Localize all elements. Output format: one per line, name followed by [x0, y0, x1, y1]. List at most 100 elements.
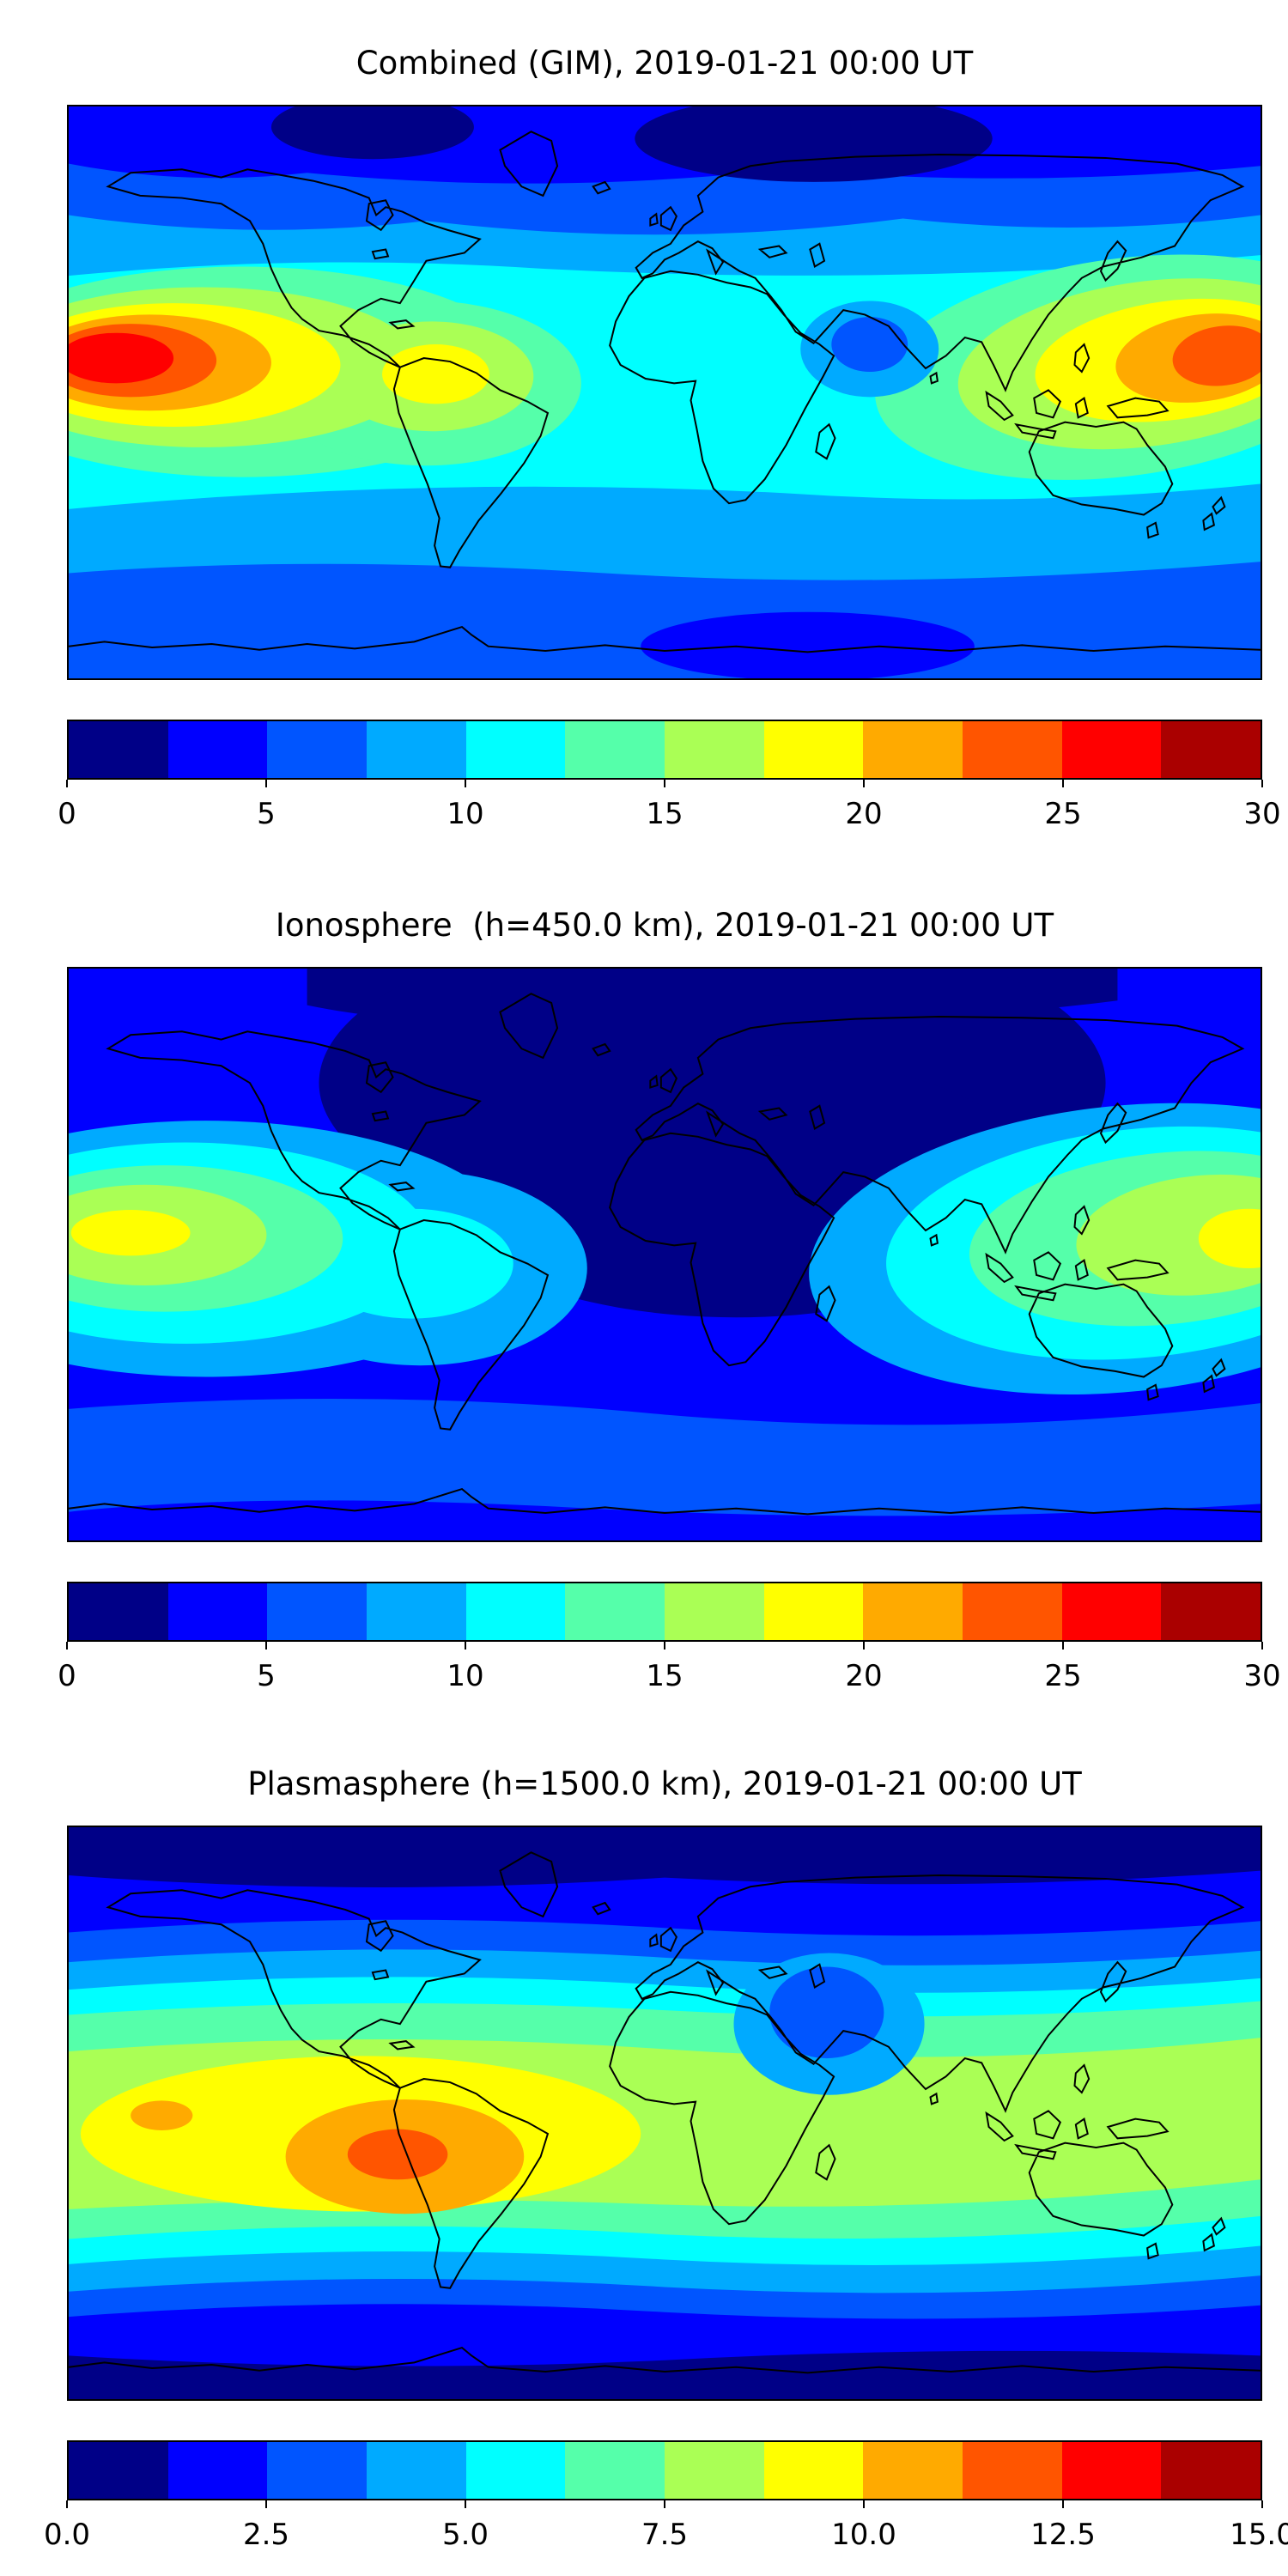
colorbar-tick-label: 0 — [58, 1659, 76, 1693]
contour-band — [641, 611, 975, 678]
colorbar-tick-mark — [1062, 2500, 1064, 2508]
colorbar-tick-mark — [66, 780, 68, 787]
colorbar-segment — [1061, 2442, 1162, 2499]
colorbar-segment — [1061, 1583, 1162, 1640]
colorbar-segment — [465, 2442, 566, 2499]
colorbar-tick-mark — [664, 780, 665, 787]
colorbar-tick-label: 2.5 — [242, 2518, 290, 2552]
colorbar-ionosphere — [67, 1582, 1262, 1642]
panel-plasmasphere: Plasmasphere (h=1500.0 km), 2019-01-21 0… — [44, 1762, 1288, 2557]
colorbar-segment — [963, 1583, 1062, 1640]
colorbar-tick-mark — [1261, 1642, 1263, 1649]
colorbar-combined — [67, 720, 1262, 780]
colorbar-ticks-combined: 0 5 10 15 20 25 30 — [58, 780, 1281, 836]
colorbar-segment — [465, 721, 566, 778]
colorbar-segment — [565, 721, 665, 778]
colorbar-tick-label: 0 — [58, 797, 76, 831]
contour-band — [69, 1398, 1261, 1516]
map-ionosphere — [67, 967, 1262, 1542]
colorbar-segment — [763, 2442, 864, 2499]
colorbar-segment — [69, 1583, 168, 1640]
colorbar-tick-label: 0.0 — [43, 2518, 91, 2552]
colorbar-segment — [367, 2442, 466, 2499]
colorbar-tick-mark — [863, 2500, 865, 2508]
colorbar-tick-label: 30 — [1243, 1659, 1281, 1693]
colorbar-segment — [963, 2442, 1062, 2499]
contour-band — [831, 317, 908, 373]
colorbar-tick-mark — [465, 2500, 466, 2508]
colorbar-segment — [665, 1583, 764, 1640]
contour-band — [69, 332, 174, 384]
map-canvas-combined — [69, 106, 1261, 678]
colorbar-ticks-ionosphere: 0 5 10 15 20 25 30 — [58, 1642, 1281, 1698]
colorbar-tick-mark — [1261, 2500, 1263, 2508]
contour-band — [1198, 1208, 1261, 1268]
panel-combined: Combined (GIM), 2019-01-21 00:00 UT — [58, 41, 1281, 836]
contour-band — [635, 106, 993, 182]
colorbar-segment — [863, 721, 963, 778]
colorbar-tick-label: 15 — [646, 797, 683, 831]
colorbar-tick-label: 10.0 — [831, 2518, 896, 2552]
colorbar-segment — [69, 721, 168, 778]
contour-band — [1172, 325, 1261, 386]
colorbar-segment — [267, 1583, 368, 1640]
colorbar-segment — [367, 1583, 466, 1640]
colorbar-segment — [963, 721, 1062, 778]
contour-band — [310, 1208, 513, 1319]
colorbar-tick-label: 5.0 — [441, 2518, 489, 2552]
colorbar-segment — [763, 721, 864, 778]
panel-ionosphere: Ionosphere (h=450.0 km), 2019-01-21 00:0… — [58, 903, 1281, 1698]
contour-band — [70, 1210, 191, 1256]
colorbar-tick-mark — [1062, 780, 1064, 787]
panel-title: Combined (GIM), 2019-01-21 00:00 UT — [355, 45, 974, 82]
contour-fill-layer — [69, 106, 1261, 678]
colorbar-tick-label: 5 — [257, 1659, 276, 1693]
colorbar-segment — [465, 1583, 566, 1640]
colorbar-segment — [267, 721, 368, 778]
colorbar-tick-mark — [863, 780, 865, 787]
colorbar-segment — [665, 2442, 764, 2499]
colorbar-tick-label: 30 — [1243, 797, 1281, 831]
colorbar-segment — [69, 2442, 168, 2499]
contour-fill-layer — [69, 969, 1261, 1540]
colorbar-tick-label: 10 — [447, 797, 484, 831]
colorbar-tick-mark — [1261, 780, 1263, 787]
colorbar-tick-mark — [265, 1642, 267, 1649]
map-canvas-ionosphere — [69, 969, 1261, 1540]
colorbar-segment — [863, 2442, 963, 2499]
colorbar-tick-mark — [265, 780, 267, 787]
contour-band — [347, 2129, 448, 2180]
colorbar-tick-mark — [664, 1642, 665, 1649]
colorbar-tick-label: 10 — [447, 1659, 484, 1693]
colorbar-tick-label: 15.0 — [1230, 2518, 1288, 2552]
colorbar-tick-label: 25 — [1044, 797, 1082, 831]
map-canvas-plasmasphere — [69, 1827, 1261, 2399]
colorbar-tick-label: 5 — [257, 797, 276, 831]
colorbar-segment — [1161, 1583, 1261, 1640]
panel-title: Plasmasphere (h=1500.0 km), 2019-01-21 0… — [247, 1765, 1082, 1802]
colorbar-ticks-plasmasphere: 0.0 2.5 5.0 7.5 10.0 12.5 15.0 — [44, 2500, 1288, 2557]
colorbar-segment — [1161, 721, 1261, 778]
colorbar-plasmasphere — [67, 2440, 1262, 2500]
colorbar-tick-label: 20 — [845, 797, 883, 831]
colorbar-tick-mark — [1062, 1642, 1064, 1649]
colorbar-segment — [367, 721, 466, 778]
colorbar-segment — [167, 2442, 268, 2499]
colorbar-tick-label: 7.5 — [641, 2518, 689, 2552]
colorbar-tick-mark — [66, 1642, 68, 1649]
colorbar-tick-mark — [465, 780, 466, 787]
contour-band — [69, 2350, 1261, 2399]
colorbar-tick-label: 12.5 — [1030, 2518, 1096, 2552]
map-combined — [67, 105, 1262, 680]
colorbar-segment — [565, 1583, 665, 1640]
colorbar-segment — [665, 721, 764, 778]
panel-title: Ionosphere (h=450.0 km), 2019-01-21 00:0… — [275, 907, 1054, 944]
colorbar-segment — [167, 1583, 268, 1640]
colorbar-segment — [565, 2442, 665, 2499]
colorbar-tick-label: 15 — [646, 1659, 683, 1693]
contour-band — [69, 1827, 1261, 1887]
contour-band — [769, 1966, 884, 2059]
colorbar-segment — [267, 2442, 368, 2499]
contour-band — [131, 2100, 193, 2130]
